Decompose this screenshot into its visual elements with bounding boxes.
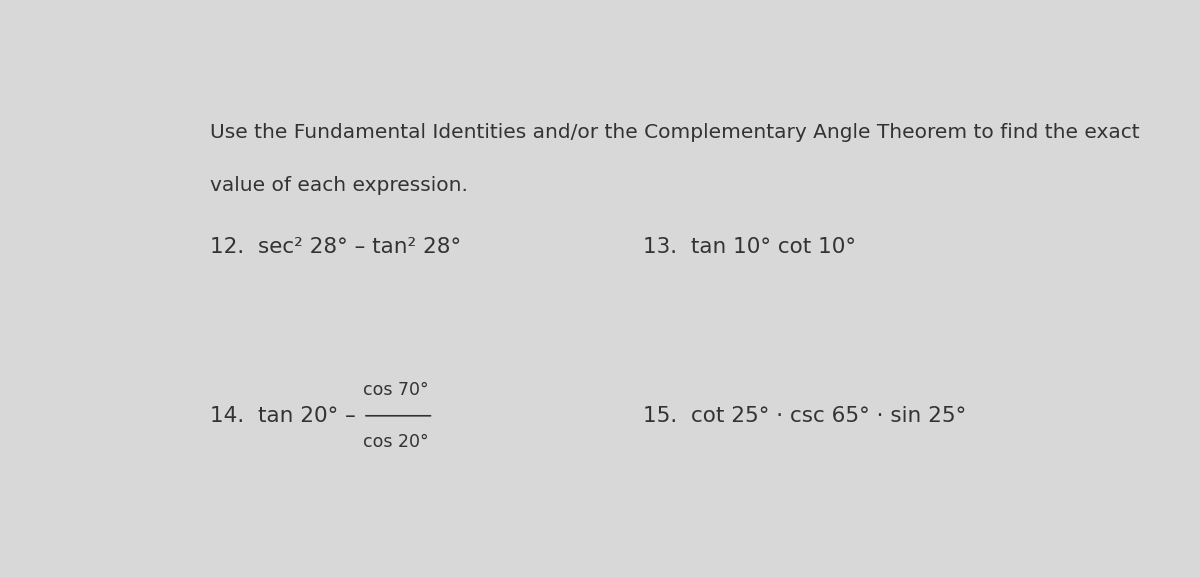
Text: 12.  sec² 28° – tan² 28°: 12. sec² 28° – tan² 28° — [210, 237, 462, 257]
Text: 14.  tan 20° –: 14. tan 20° – — [210, 406, 356, 426]
Text: value of each expression.: value of each expression. — [210, 176, 468, 195]
Text: 13.  tan 10° cot 10°: 13. tan 10° cot 10° — [643, 237, 856, 257]
Text: Use the Fundamental Identities and/or the Complementary Angle Theorem to find th: Use the Fundamental Identities and/or th… — [210, 122, 1140, 141]
Text: 15.  cot 25° · csc 65° · sin 25°: 15. cot 25° · csc 65° · sin 25° — [643, 406, 966, 426]
Text: cos 70°: cos 70° — [364, 381, 428, 399]
Text: cos 20°: cos 20° — [364, 433, 428, 451]
